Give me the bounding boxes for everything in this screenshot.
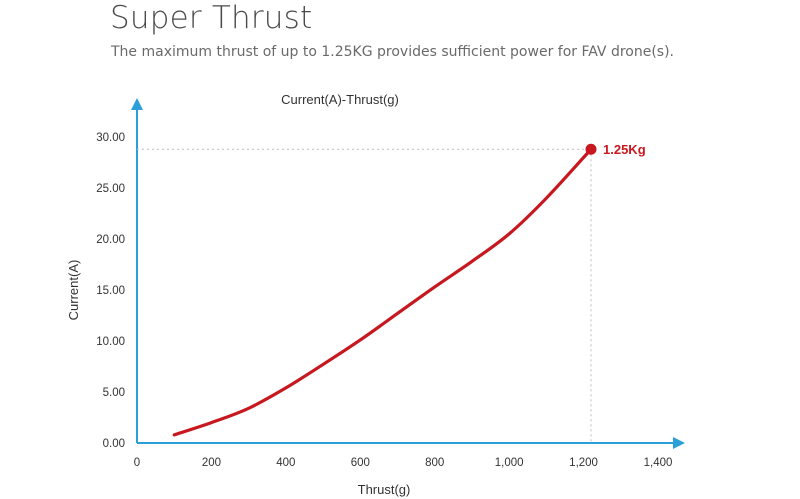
x-tick-label: 1,400 — [644, 457, 673, 469]
x-tick-label: 1,000 — [495, 457, 524, 469]
y-tick-label: 30.00 — [96, 132, 125, 144]
page-title: Super Thrust — [110, 0, 313, 36]
y-tick-label: 10.00 — [96, 336, 125, 348]
current-thrust-series-line — [172, 147, 593, 437]
y-axis-title: Current(A) — [66, 260, 81, 321]
max-thrust-label: 1.25Kg — [603, 142, 646, 157]
y-tick-label: 25.00 — [96, 183, 125, 195]
y-tick-label: 5.00 — [103, 387, 125, 399]
x-tick-label: 200 — [202, 457, 221, 469]
y-axis-arrow-icon — [131, 98, 143, 110]
x-tick-label: 400 — [276, 457, 295, 469]
max-thrust-point — [585, 143, 597, 155]
chart-title: Current(A)-Thrust(g) — [281, 92, 399, 107]
x-tick-label: 1,200 — [569, 457, 598, 469]
y-tick-label: 20.00 — [96, 234, 125, 246]
y-tick-label: 0.00 — [103, 438, 125, 450]
page-subtitle: The maximum thrust of up to 1.25KG provi… — [111, 44, 675, 60]
x-tick-label: 800 — [425, 457, 444, 469]
x-tick-label: 0 — [134, 457, 140, 469]
x-axis-arrow-icon — [673, 437, 685, 449]
x-tick-label: 600 — [351, 457, 370, 469]
y-tick-label: 15.00 — [96, 285, 125, 297]
x-axis-title: Thrust(g) — [358, 482, 411, 497]
